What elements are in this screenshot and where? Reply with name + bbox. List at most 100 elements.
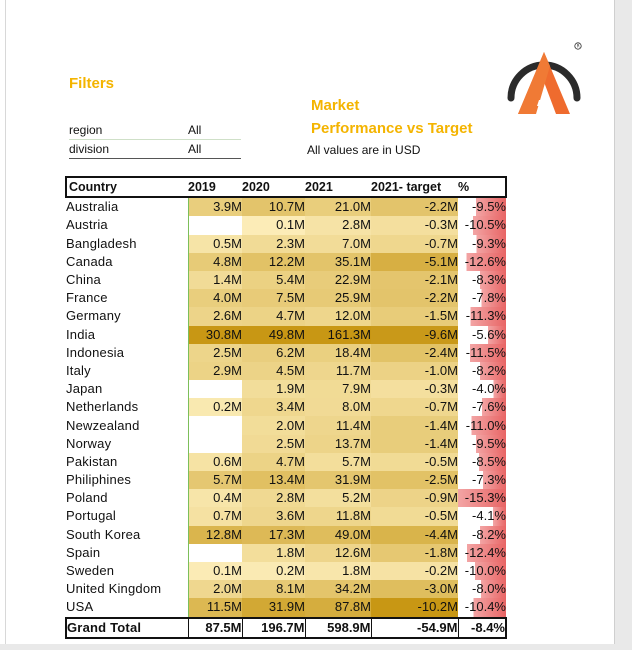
value-2020: 5.4M [242,270,305,290]
value-2021: 25.9M [305,289,371,308]
pct-text: -8.0% [472,581,506,597]
value-target: -0.2M [371,561,458,581]
value-2021: 11.8M [305,507,371,526]
pct-text: -12.4% [464,544,506,560]
country-cell: Poland [66,490,108,506]
table-row: United Kingdom 2.0M 8.1M 34.2M -3.0M -8.0% [66,580,506,599]
value-pct: -15.3% [458,489,506,508]
table-row: Australia 3.9M 10.7M 21.0M -2.2M -9.5% [66,197,506,217]
value-target: -0.7M [371,234,458,253]
value-2020: 3.6M [242,507,305,526]
report-subtitle: All values are in USD [307,143,421,157]
value-2021: 11.7M [305,361,371,381]
country-cell: Netherlands [66,399,139,415]
value-2021: 7.0M [305,234,371,253]
header-2019[interactable]: 2019 [188,175,242,199]
value-pct: -11.0% [458,416,506,435]
value-2019 [187,416,242,435]
country-cell: Spain [66,544,101,560]
value-2019: 1.4M [187,270,242,290]
performance-table: Country 2019 2020 2021 2021- target % Au… [65,175,507,639]
value-target: -0.3M [371,216,458,235]
value-target: -9.6M [371,325,458,344]
value-2020: 2.0M [242,416,305,435]
value-2020: 0.1M [242,216,305,235]
pct-text: -10.4% [464,599,506,615]
value-target: -1.4M [371,434,458,453]
filter-row-region[interactable]: region All [69,121,241,140]
value-target: -0.3M [371,380,458,399]
country-cell: USA [66,599,94,615]
value-pct: -9.5% [458,434,506,453]
value-pct: -8.0% [458,580,506,599]
table-row: Norway 2.5M 13.7M -1.4M -9.5% [66,434,506,453]
header-pct[interactable]: % [458,175,507,199]
total-2021: 598.9M [305,616,372,639]
filter-label: region [69,123,103,137]
country-cell: Austria [66,217,108,233]
header-2021[interactable]: 2021 [305,175,371,199]
value-2019: 0.2M [187,398,242,417]
value-2020: 4.5M [242,361,305,381]
pct-text: -4.0% [472,381,506,397]
table-row: Italy 2.9M 4.5M 11.7M -1.0M -8.2% [66,361,506,381]
value-target: -0.7M [371,398,458,417]
value-2021: 31.9M [305,471,371,490]
pct-text: -8.2% [472,526,506,542]
table-row: USA 11.5M 31.9M 87.8M -10.2M -10.4% [66,598,506,618]
table-row: France 4.0M 7.5M 25.9M -2.2M -7.8% [66,289,506,308]
table-row: Poland 0.4M 2.8M 5.2M -0.9M -15.3% [66,489,506,508]
country-cell: Portugal [66,508,117,524]
pct-text: -9.5% [472,435,506,451]
value-pct: -8.2% [458,361,506,381]
value-2019: 4.8M [187,252,242,271]
value-2019: 2.0M [187,580,242,599]
table-row: Pakistan 0.6M 4.7M 5.7M -0.5M -8.5% [66,452,506,471]
value-target: -3.0M [371,580,458,599]
country-cell: France [66,290,108,306]
pct-text: -8.5% [472,453,506,469]
value-2019: 2.9M [187,361,242,381]
value-2021: 22.9M [305,270,371,290]
table-row: India 30.8M 49.8M 161.3M -9.6M -5.6% [66,325,506,344]
value-target: -2.2M [371,197,458,217]
header-2020[interactable]: 2020 [242,175,305,199]
filter-row-division[interactable]: division All [69,140,241,159]
value-2020: 3.4M [242,398,305,417]
filter-value[interactable]: All [188,123,202,137]
report-title-line2: Performance vs Target [311,120,473,137]
pct-text: -9.5% [472,199,506,215]
country-cell: Italy [66,362,91,378]
value-2019: 0.6M [187,452,242,471]
filter-value[interactable]: All [188,142,202,156]
pct-text: -7.6% [472,399,506,415]
header-country[interactable]: Country [65,175,188,199]
brand-logo-icon: R [507,42,582,114]
value-pct: -11.3% [458,307,506,326]
value-2019: 5.7M [187,471,242,490]
table-row: Indonesia 2.5M 6.2M 18.4M -2.4M -11.5% [66,343,506,362]
value-2019: 30.8M [187,325,242,344]
viewer-scroll-gutter[interactable] [614,0,632,650]
total-2020: 196.7M [242,616,306,639]
value-2019: 0.4M [187,489,242,508]
table-row: Bangladesh 0.5M 2.3M 7.0M -0.7M -9.3% [66,234,506,253]
country-cell: United Kingdom [66,581,162,597]
value-target: -1.5M [371,307,458,326]
pct-text: -11.0% [465,417,506,433]
table-header-row: Country 2019 2020 2021 2021- target % [65,175,507,199]
svg-text:R: R [577,44,580,49]
pct-text: -4.1% [472,508,506,524]
value-2020: 1.8M [242,543,305,562]
value-2020: 0.2M [242,561,305,581]
table-row: Sweden 0.1M 0.2M 1.8M -0.2M -10.0% [66,561,506,581]
value-target: -2.2M [371,289,458,308]
value-2021: 49.0M [305,525,371,544]
value-2021: 21.0M [305,197,371,217]
value-2020: 13.4M [242,471,305,490]
header-target[interactable]: 2021- target [371,175,458,199]
value-pct: -4.1% [458,507,506,526]
value-2021: 11.4M [305,416,371,435]
value-target: -0.5M [371,452,458,471]
table-row: South Korea 12.8M 17.3M 49.0M -4.4M -8.2% [66,525,506,544]
